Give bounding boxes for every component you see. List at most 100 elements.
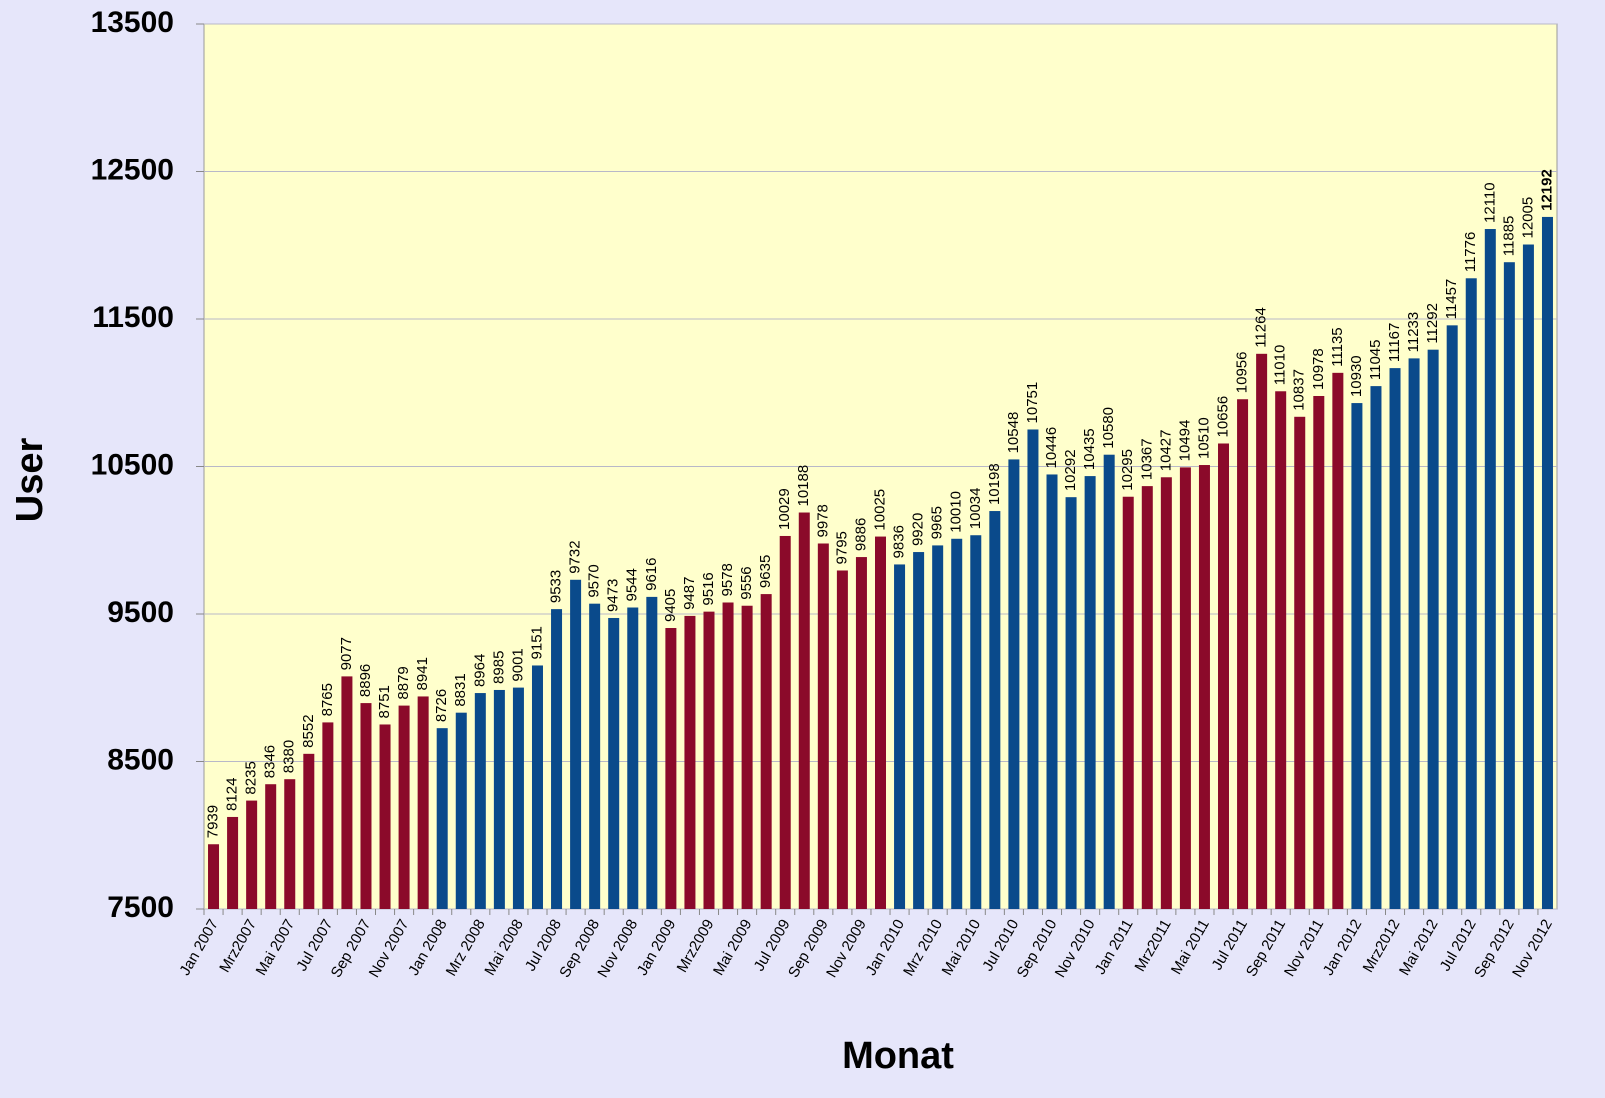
bar bbox=[1008, 459, 1020, 909]
bar bbox=[894, 564, 906, 909]
x-axis-title: Monat bbox=[842, 1035, 954, 1077]
value-label: 8380 bbox=[281, 740, 298, 773]
bar bbox=[1065, 497, 1077, 909]
bar bbox=[417, 696, 429, 909]
value-label: 11292 bbox=[1424, 303, 1441, 344]
bar bbox=[1237, 399, 1249, 909]
bar bbox=[474, 693, 486, 909]
value-label: 10010 bbox=[948, 491, 965, 533]
value-label: 11167 bbox=[1386, 323, 1403, 363]
x-tick-label: Jan 2011 bbox=[1092, 917, 1137, 978]
value-label: 12192 bbox=[1538, 169, 1555, 211]
value-label: 12110 bbox=[1481, 182, 1498, 223]
value-label: 10446 bbox=[1043, 427, 1060, 469]
value-label: 11264 bbox=[1253, 307, 1270, 348]
bar bbox=[1218, 443, 1230, 909]
value-label: 9920 bbox=[910, 513, 927, 546]
value-label: 10548 bbox=[1005, 412, 1022, 454]
y-tick-label: 12500 bbox=[91, 153, 174, 186]
bar bbox=[246, 800, 258, 909]
bar bbox=[855, 557, 867, 909]
value-label: 12005 bbox=[1519, 197, 1536, 239]
value-label: 8765 bbox=[319, 683, 336, 716]
bar bbox=[665, 628, 677, 909]
bar bbox=[1122, 496, 1134, 909]
bar bbox=[436, 728, 448, 909]
bar bbox=[1351, 403, 1363, 909]
value-label: 9978 bbox=[814, 504, 831, 537]
value-label: 10956 bbox=[1234, 352, 1251, 394]
value-label: 8552 bbox=[300, 714, 317, 747]
x-tick-label: Mrz2011 bbox=[1131, 917, 1174, 975]
x-tick-label: Jan 2007 bbox=[176, 917, 222, 979]
value-label: 8941 bbox=[414, 657, 431, 690]
value-label: 10580 bbox=[1100, 407, 1117, 449]
value-label: 8896 bbox=[357, 664, 374, 697]
bar bbox=[703, 611, 715, 909]
bar bbox=[303, 753, 315, 909]
bar bbox=[1313, 395, 1325, 909]
bar bbox=[360, 703, 372, 909]
bar bbox=[1332, 372, 1344, 909]
bar bbox=[1027, 429, 1039, 909]
bar bbox=[1446, 325, 1458, 909]
x-tick-label: Jul 2010 bbox=[979, 917, 1022, 975]
y-tick-label: 8500 bbox=[107, 743, 174, 776]
x-tick-label: Jul 2007 bbox=[293, 917, 336, 975]
value-label: 9556 bbox=[738, 566, 755, 599]
x-tick-label: Mai 2011 bbox=[1168, 917, 1213, 978]
bar bbox=[1141, 486, 1153, 909]
bar bbox=[284, 779, 296, 909]
value-label: 9151 bbox=[528, 626, 545, 659]
value-label: 8964 bbox=[471, 654, 488, 687]
bar bbox=[1389, 368, 1401, 909]
bar bbox=[1256, 353, 1268, 909]
y-tick-label: 10500 bbox=[91, 448, 174, 481]
value-label: 9965 bbox=[929, 506, 946, 539]
value-label: 10435 bbox=[1081, 428, 1098, 470]
value-label: 9836 bbox=[891, 525, 908, 558]
bar bbox=[741, 605, 753, 909]
value-label: 11776 bbox=[1462, 232, 1479, 273]
bar bbox=[227, 816, 239, 909]
value-label: 8879 bbox=[395, 666, 412, 699]
x-tick-label: Jul 2012 bbox=[1437, 917, 1480, 975]
value-label: 11457 bbox=[1443, 279, 1460, 320]
y-tick-label: 9500 bbox=[107, 596, 174, 629]
value-label: 10295 bbox=[1119, 449, 1136, 491]
value-label: 10367 bbox=[1138, 438, 1155, 480]
bar bbox=[1103, 454, 1115, 909]
bar bbox=[779, 535, 791, 909]
value-label: 8985 bbox=[490, 651, 507, 684]
value-label: 9077 bbox=[338, 637, 355, 670]
bar bbox=[951, 538, 963, 909]
value-label: 10978 bbox=[1310, 348, 1327, 390]
value-label: 9001 bbox=[509, 648, 526, 681]
bar bbox=[1084, 476, 1096, 909]
value-label: 11885 bbox=[1500, 216, 1517, 257]
value-label: 9487 bbox=[681, 577, 698, 610]
value-label: 11010 bbox=[1272, 345, 1289, 386]
value-label: 9473 bbox=[605, 579, 622, 612]
value-label: 10494 bbox=[1176, 420, 1193, 462]
value-label: 10025 bbox=[871, 489, 888, 531]
bar bbox=[798, 512, 810, 909]
bar bbox=[1179, 467, 1191, 909]
bar bbox=[1465, 278, 1477, 909]
bar bbox=[1275, 391, 1287, 909]
y-axis-title: User bbox=[9, 438, 51, 523]
value-label: 10510 bbox=[1195, 417, 1212, 459]
bar bbox=[1503, 262, 1515, 909]
value-label: 9405 bbox=[662, 589, 679, 622]
bar bbox=[932, 545, 944, 909]
value-label: 9886 bbox=[852, 518, 869, 551]
value-label: 10198 bbox=[986, 463, 1003, 505]
value-label: 9795 bbox=[833, 531, 850, 564]
bar bbox=[1198, 465, 1210, 909]
value-label: 8726 bbox=[433, 689, 450, 722]
bar bbox=[1160, 477, 1172, 909]
bar bbox=[531, 665, 543, 909]
value-label: 8751 bbox=[376, 685, 393, 718]
value-label: 10656 bbox=[1214, 396, 1231, 438]
